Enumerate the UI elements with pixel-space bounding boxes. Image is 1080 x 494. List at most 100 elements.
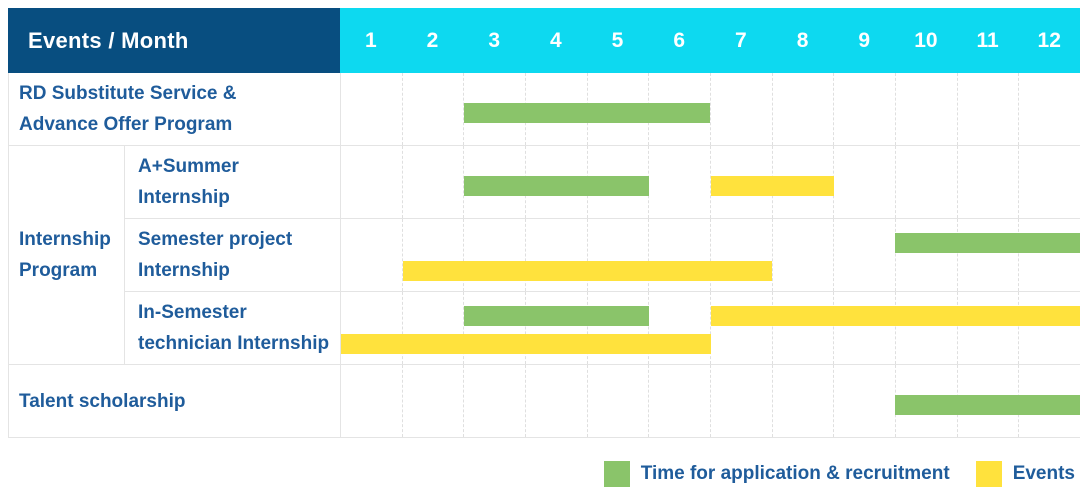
month-gridline	[710, 219, 772, 291]
events-month-header: Events / Month	[8, 8, 340, 73]
month-gridline	[463, 73, 525, 145]
month-gridline	[401, 73, 464, 145]
month-gridline	[710, 73, 772, 145]
legend-swatch-events	[975, 461, 1002, 487]
legend-item-events: Events	[975, 461, 1075, 487]
month-gridline	[833, 73, 895, 145]
month-gridline	[648, 292, 710, 364]
month-label: 2	[426, 28, 439, 52]
gantt-table: Events / Month 1 2 3 4 5 6 7 8 9 10 11 12 RD Substi…	[8, 8, 1080, 438]
month-gridline	[463, 365, 525, 437]
month-gridline	[648, 219, 710, 291]
month-gridline	[586, 365, 649, 437]
row-label-line: Internship	[138, 187, 230, 208]
month-label: 8	[796, 28, 809, 52]
row-label: RD Substitute Service & Advance Offer Pro…	[9, 73, 340, 146]
month-gridline	[710, 292, 772, 364]
month-gridline	[771, 219, 834, 291]
month-gridline	[463, 146, 525, 218]
row-label: In-Semester technician Internship	[124, 292, 340, 365]
row-label-line: Advance Offer Program	[19, 114, 233, 135]
month-gridline	[710, 365, 772, 437]
month-gridline	[895, 219, 957, 291]
month-gridline	[341, 365, 402, 437]
row-label-line: Talent scholarship	[19, 390, 186, 412]
month-gridline	[1018, 146, 1080, 218]
month-gridline	[586, 292, 649, 364]
month-label: 11	[976, 28, 999, 52]
row-label-line: technician Internship	[138, 333, 330, 354]
gantt-bar-application	[895, 395, 1080, 415]
gantt-bar-application	[895, 233, 1080, 253]
month-label: 3	[488, 28, 501, 52]
month-gridline	[1018, 219, 1080, 291]
month-gridlines	[341, 292, 1080, 364]
month-gridline	[895, 292, 957, 364]
gantt-chart-cell	[340, 292, 1080, 365]
month-gridline	[771, 292, 834, 364]
row-label-line: In-Semester	[138, 302, 247, 323]
row-label-line: Semester project	[138, 229, 293, 250]
month-gridline	[648, 146, 710, 218]
gantt-bar-events	[710, 306, 1080, 326]
month-gridline	[771, 365, 834, 437]
legend-item-application: Time for application & recruitment	[603, 461, 950, 487]
month-gridline	[341, 219, 402, 291]
month-gridline	[341, 146, 402, 218]
month-gridlines	[341, 219, 1080, 291]
month-gridline	[463, 292, 525, 364]
month-gridline	[895, 73, 957, 145]
month-gridline	[341, 73, 402, 145]
month-label: 12	[1037, 28, 1061, 52]
row-label-line: A+Summer	[138, 156, 239, 177]
month-gridline	[833, 219, 895, 291]
gantt-chart-cell	[340, 365, 1080, 438]
month-label: 10	[914, 28, 938, 52]
row-label: Semester project Internship	[124, 219, 340, 292]
month-gridline	[833, 292, 895, 364]
month-gridline	[525, 365, 587, 437]
month-gridline	[401, 146, 464, 218]
table-header-row: Events / Month 1 2 3 4 5 6 7 8 9 10 11 12	[8, 8, 1080, 73]
month-label: 5	[611, 28, 624, 52]
gantt-bar-application	[464, 176, 649, 196]
row-label-line: RD Substitute Service &	[19, 83, 237, 104]
month-gridline	[1018, 73, 1080, 145]
month-gridline	[525, 219, 587, 291]
month-header-row: 1 2 3 4 5 6 7 8 9 10 11 12	[340, 8, 1080, 73]
gantt-chart-cell	[340, 146, 1080, 219]
month-gridline	[648, 365, 710, 437]
month-gridline	[895, 146, 957, 218]
group-label-internship-program: Internship Program	[9, 146, 124, 365]
legend: Time for application & recruitment Events	[578, 461, 1075, 487]
row-label-line: Internship	[138, 260, 230, 281]
month-label: 6	[673, 28, 686, 52]
row-label: A+Summer Internship	[124, 146, 340, 219]
gantt-bar-events	[341, 334, 711, 354]
month-gridlines	[341, 73, 1080, 145]
month-gridline	[956, 73, 1019, 145]
group-label-line: Program	[19, 260, 98, 281]
month-gridline	[525, 292, 587, 364]
month-gridline	[771, 73, 834, 145]
month-gridline	[1018, 292, 1080, 364]
month-gridline	[833, 146, 895, 218]
month-gridline	[956, 292, 1019, 364]
gantt-chart-cell	[340, 219, 1080, 292]
month-gridline	[956, 146, 1019, 218]
month-gridline	[956, 219, 1019, 291]
month-gridline	[586, 219, 649, 291]
month-label: 4	[550, 28, 562, 52]
row-label: Talent scholarship	[9, 365, 340, 438]
gantt-bar-application	[464, 103, 711, 123]
month-gridline	[401, 292, 464, 364]
gantt-bar-application	[464, 306, 649, 326]
gantt-body: RD Substitute Service & Advance Offer Pro…	[8, 73, 1080, 438]
month-gridline	[401, 365, 464, 437]
group-label-line: Internship	[19, 229, 111, 250]
gantt-bar-events	[402, 261, 773, 281]
gantt-bar-events	[710, 176, 834, 196]
month-gridline	[401, 219, 464, 291]
legend-label-application: Time for application & recruitment	[640, 463, 950, 484]
